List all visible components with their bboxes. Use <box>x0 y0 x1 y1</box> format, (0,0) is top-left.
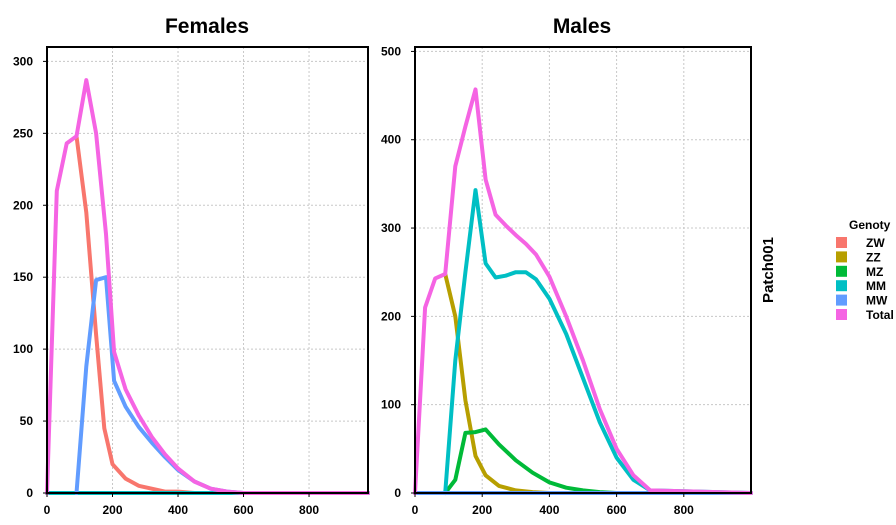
males-series-mz <box>443 427 753 495</box>
females-series-zw <box>74 134 370 495</box>
legend-label-mw: MW <box>866 294 888 308</box>
legend-key-mw <box>836 294 847 306</box>
females-y-tick-label: 50 <box>20 414 34 428</box>
males-y-tick-label: 0 <box>394 486 401 500</box>
legend-label-zz: ZZ <box>866 250 881 264</box>
males-panel-border <box>414 46 752 494</box>
legend-key-mz <box>836 265 847 277</box>
females-panel-border <box>46 46 369 494</box>
males-x-tick-label: 800 <box>674 503 694 517</box>
legend-title: Genoty <box>849 218 891 232</box>
males-series-mm <box>443 188 753 495</box>
males-y-tick-label: 500 <box>381 44 401 58</box>
males-panel: 0 200 400 600 800 0 100 200 300 400 500 Males Patch0… <box>381 15 777 517</box>
females-y-tick-label: 0 <box>26 486 33 500</box>
males-y-tick-label: 200 <box>381 309 401 323</box>
males-x-tick-label: 200 <box>472 503 492 517</box>
legend-key-zz <box>836 251 847 263</box>
females-y-tick-label: 100 <box>13 342 33 356</box>
legend-label-total: Total <box>866 308 894 322</box>
males-y-tick-label: 300 <box>381 221 401 235</box>
females-y-tick-label: 300 <box>13 54 33 68</box>
females-x-tick-label: 600 <box>234 503 254 517</box>
males-y-tick-label: 400 <box>381 133 401 147</box>
males-y-tick-label: 100 <box>381 398 401 412</box>
males-x-tick-label: 0 <box>412 503 419 517</box>
males-x-tick-label: 400 <box>539 503 559 517</box>
females-series-total <box>45 78 370 495</box>
females-panel: 0 200 400 600 800 0 50 100 150 200 250 300 Females <box>13 15 370 517</box>
males-panel-title: Males <box>553 15 611 38</box>
females-x-tick-label: 0 <box>44 503 51 517</box>
females-x-tick-label: 800 <box>299 503 319 517</box>
females-y-tick-label: 150 <box>13 270 33 284</box>
females-y-tick-label: 200 <box>13 198 33 212</box>
legend-label-zw: ZW <box>866 236 885 250</box>
legend-label-mm: MM <box>866 279 886 293</box>
legend-key-total <box>836 309 847 320</box>
females-panel-title: Females <box>165 15 249 38</box>
males-x-tick-label: 600 <box>607 503 627 517</box>
females-y-tick-label: 250 <box>13 126 33 140</box>
legend-key-zw <box>836 237 847 248</box>
females-series-mw <box>74 275 370 495</box>
females-x-tick-label: 200 <box>102 503 122 517</box>
legend-label-mz: MZ <box>866 265 883 279</box>
facet-strip-label: Patch001 <box>760 237 777 303</box>
females-x-tick-label: 400 <box>168 503 188 517</box>
males-series-zz <box>443 272 753 495</box>
males-series-total <box>413 87 753 495</box>
legend-key-mm <box>836 280 847 292</box>
